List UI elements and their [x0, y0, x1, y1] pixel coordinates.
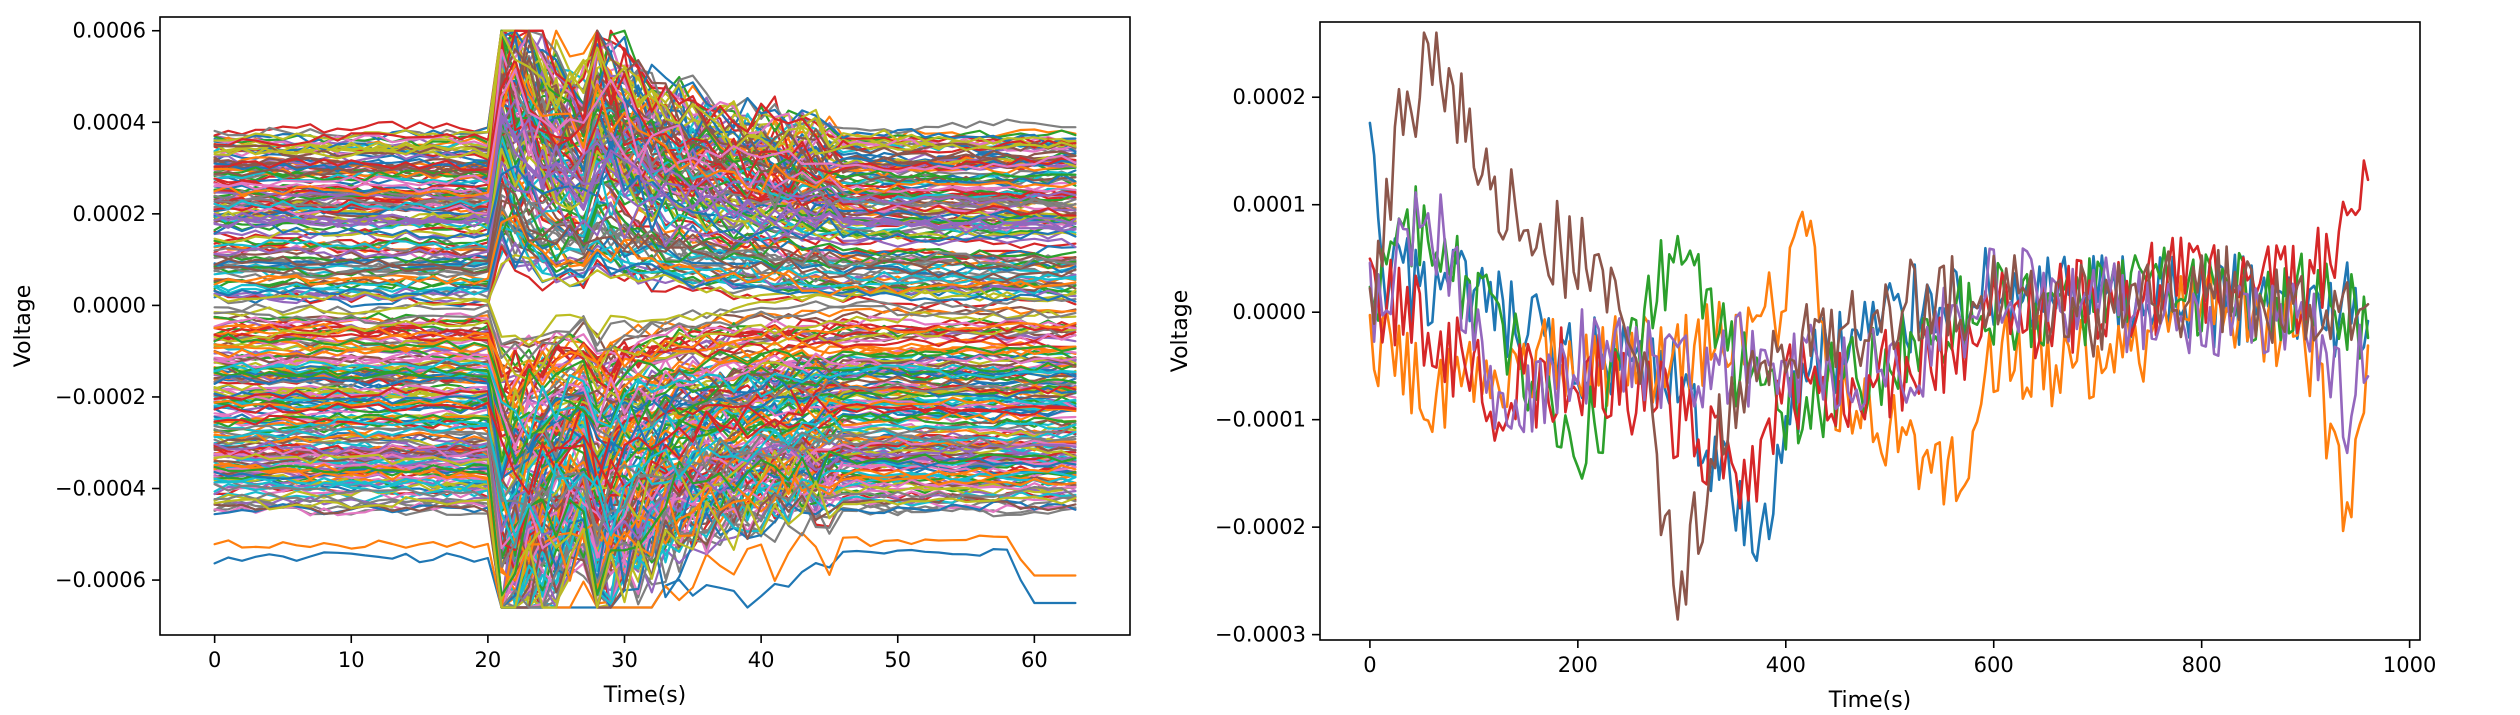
chart-left-series-line: [213, 412, 1077, 560]
chart-left-xlabel: Time(s): [603, 683, 686, 708]
chart-right-1-ytick-label: 0.0000: [1233, 300, 1306, 324]
chart-left-series-line: [213, 207, 1077, 296]
chart-left-series-line: [213, 29, 1077, 153]
chart-left-series-line: [213, 160, 1077, 260]
chart-left-series-line: [213, 49, 1077, 211]
chart-right-xlabel: Time(s): [1828, 688, 1911, 713]
chart-left-series-line: [213, 304, 1077, 360]
chart-left-0-ytick-label: −0.0006: [55, 568, 146, 592]
chart-left-0-ytick-label: 0.0006: [73, 19, 146, 43]
chart-left-series-line: [213, 30, 1077, 160]
chart-left-0-ytick-label: 0.0002: [73, 202, 146, 226]
chart-left-series-line: [213, 119, 1077, 217]
chart-left-series-line: [213, 414, 1077, 539]
chart-left-ticks: 0 10 20 30 40 50 60 −0.0006 −0.0004 −0.0002 0.0000…: [55, 19, 1048, 672]
chart-right-ylabel: Voltage: [1168, 290, 1193, 373]
chart-left-series-line: [213, 361, 1077, 465]
chart-left-series-line: [213, 450, 1077, 597]
chart-left-series-line: [213, 385, 1077, 488]
chart-left-0-xtick-label: 30: [611, 648, 638, 672]
chart-left: 0 10 20 30 40 50 60 −0.0006 −0.0004 −0.0002 0.0000…: [11, 16, 1131, 708]
chart-left-series-line: [213, 288, 1077, 347]
chart-left-series-line: [213, 531, 1077, 609]
chart-left-series-line: [213, 47, 1077, 178]
chart-left-series-line: [213, 481, 1077, 609]
chart-right-1-ytick-label: −0.0001: [1215, 408, 1306, 432]
chart-left-0-xtick-label: 60: [1021, 648, 1048, 672]
chart-left-frame: [159, 16, 1131, 636]
chart-left-series-line: [213, 147, 1077, 244]
chart-left-series-line: [213, 422, 1077, 531]
chart-left-series-line: [213, 172, 1077, 264]
chart-left-0-xtick-label: 20: [475, 648, 502, 672]
chart-left-series-line: [213, 327, 1077, 399]
chart-left-series-line: [213, 29, 1077, 153]
chart-right-series-line: [1368, 185, 2370, 480]
chart-left-ylabel: Voltage: [11, 285, 36, 368]
chart-left-0-ytick-label: 0.0004: [73, 110, 146, 134]
chart-left-series-line: [213, 449, 1077, 609]
chart-left-0-xtick-label: 50: [884, 648, 911, 672]
chart-left-series-line: [213, 462, 1077, 590]
chart-left-0-ytick-label: −0.0004: [55, 477, 146, 501]
chart-left-series-line: [213, 384, 1077, 513]
chart-left-series-line: [213, 29, 1077, 159]
chart-right-series-line: [1368, 31, 2370, 621]
chart-left-series-line: [213, 230, 1077, 303]
chart-right-1-ytick-label: 0.0001: [1233, 193, 1306, 217]
chart-left-0-xtick-label: 10: [338, 648, 365, 672]
chart-left-series-line: [213, 434, 1077, 600]
chart-left-series-line: [213, 174, 1077, 250]
chart-left-0-ytick-label: 0.0000: [73, 293, 146, 317]
chart-left-series-line: [213, 357, 1077, 440]
chart-left-series-group: [213, 29, 1077, 609]
chart-right-1-xtick-label: 600: [1974, 653, 2014, 677]
chart-left-series-line: [213, 241, 1077, 305]
chart-left-series-line: [213, 199, 1077, 282]
chart-left-series-line: [213, 31, 1077, 179]
chart-left-series-line: [213, 48, 1077, 198]
chart-right-1-xtick-label: 400: [1766, 653, 1806, 677]
chart-right: 0 200 400 600 800 1000 −0.0003 −0.0002 −0.0001 0.…: [1168, 21, 2436, 713]
chart-right-ticks: 0 200 400 600 800 1000 −0.0003 −0.0002 −0.0001 0.…: [1215, 85, 2436, 677]
chart-left-series-line: [213, 444, 1077, 600]
chart-right-1-xtick-label: 1000: [2383, 653, 2436, 677]
chart-left-series-line: [213, 254, 1077, 304]
chart-left-series-line: [213, 61, 1077, 197]
chart-left-series-line: [213, 395, 1077, 495]
chart-right-1-ytick-label: 0.0002: [1233, 85, 1306, 109]
chart-left-series-line: [213, 106, 1077, 236]
chart-left-series-line: [213, 114, 1077, 234]
chart-right-1-xtick-label: 800: [2182, 653, 2222, 677]
chart-left-0-xtick-label: 0: [208, 648, 221, 672]
chart-left-series-line: [213, 480, 1077, 609]
chart-right-frame: [1319, 21, 2421, 641]
chart-left-series-line: [213, 330, 1077, 408]
chart-left-series-line: [213, 226, 1077, 292]
chart-left-0-xtick-label: 40: [748, 648, 775, 672]
chart-left-series-line: [213, 439, 1077, 541]
chart-left-series-line: [213, 129, 1077, 225]
chart-left-0-ytick-label: −0.0002: [55, 385, 146, 409]
chart-left-series-line: [213, 457, 1077, 609]
chart-left-series-line: [213, 467, 1077, 609]
chart-right-1-xtick-label: 0: [1363, 653, 1376, 677]
chart-right-series-group: [1368, 31, 2370, 621]
chart-right-1-xtick-label: 200: [1558, 653, 1598, 677]
chart-left-series-line: [213, 214, 1077, 297]
chart-right-1-ytick-label: −0.0003: [1215, 623, 1306, 647]
chart-right-1-ytick-label: −0.0002: [1215, 515, 1306, 539]
chart-left-series-line: [213, 333, 1077, 424]
chart-left-series-line: [213, 366, 1077, 480]
chart-left-series-line: [213, 352, 1077, 448]
chart-left-series-line: [213, 68, 1077, 188]
